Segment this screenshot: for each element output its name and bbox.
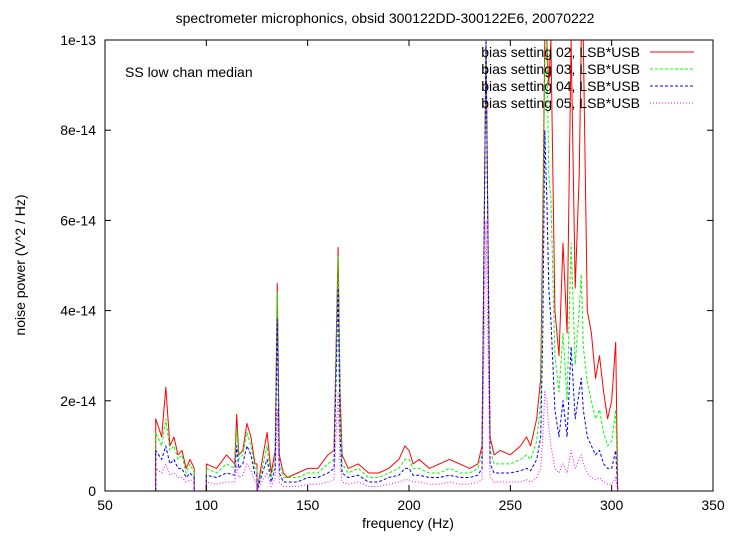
- series-line-2: [155, 40, 619, 491]
- x-tick-label: 200: [397, 497, 421, 513]
- x-tick-label: 150: [296, 497, 320, 513]
- x-tick-label: 350: [701, 497, 725, 513]
- series-line-1: [155, 40, 619, 491]
- legend-label-3: bias setting 04, LSB*USB: [481, 78, 640, 94]
- chart-annotation: SS low chan median: [125, 64, 253, 80]
- x-axis-label: frequency (Hz): [362, 515, 454, 531]
- legend-label-4: bias setting 05, LSB*USB: [481, 95, 640, 111]
- plot-area: 50 100 150 200 250 300 350 0 2e-14 4e-14 6e-14 8e-1…: [60, 32, 725, 513]
- series-layer: [155, 40, 619, 491]
- y-tick-label: 6e-14: [60, 212, 96, 228]
- legend-label-1: bias setting 02, LSB*USB: [481, 44, 640, 60]
- y-tick-label: 4e-14: [60, 303, 96, 319]
- x-tick-label: 300: [600, 497, 624, 513]
- series-line-4: [155, 219, 619, 491]
- x-tick-label: 100: [195, 497, 219, 513]
- y-axis-label: noise power (V^2 / Hz): [12, 194, 28, 335]
- x-tick-label: 50: [97, 497, 113, 513]
- chart-title: spectrometer microphonics, obsid 300122D…: [176, 10, 595, 26]
- y-tick-label: 0: [88, 483, 96, 499]
- x-tick-label: 250: [499, 497, 523, 513]
- axis-layer: 50 100 150 200 250 300 350 0 2e-14 4e-14 6e-14 8e-1…: [60, 32, 725, 513]
- y-tick-label: 1e-13: [60, 32, 96, 48]
- y-tick-label: 8e-14: [60, 122, 96, 138]
- y-tick-label: 2e-14: [60, 393, 96, 409]
- series-line-3: [155, 40, 619, 491]
- legend-label-2: bias setting 03, LSB*USB: [481, 61, 640, 77]
